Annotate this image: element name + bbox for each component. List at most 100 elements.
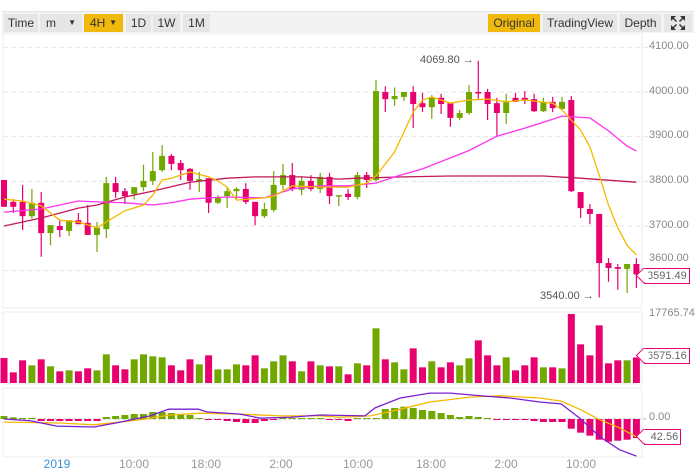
volume-bar (530, 357, 538, 383)
volume-bar (595, 325, 603, 383)
chart-toolbar: Time m ▼ 4H ▼ 1D 1W 1M Original TradingVie… (2, 11, 694, 33)
macd-histogram-bar (260, 419, 268, 422)
volume-bar (28, 365, 36, 383)
candle-body (335, 195, 342, 197)
macd-histogram-bar (251, 419, 259, 424)
interval-1m-button[interactable]: 1M (183, 14, 210, 32)
candle-body (298, 180, 305, 190)
candle-body (345, 193, 352, 197)
macd-histogram-bar (335, 419, 343, 420)
candle-body (447, 103, 454, 118)
volume-bar (84, 368, 92, 383)
candle-body (103, 183, 110, 230)
candle-body (177, 163, 184, 171)
price-tick-label: 3800.00 (649, 174, 689, 186)
view-depth-tab[interactable]: Depth (620, 14, 661, 32)
candle-body (586, 209, 593, 214)
view-original-tab[interactable]: Original (488, 14, 540, 32)
candle-body (131, 187, 138, 194)
macd-histogram-bar (270, 419, 278, 420)
low-annotation: 3540.00 → (540, 290, 594, 302)
price-tick-label: 4000.00 (649, 85, 689, 97)
macd-last-tag: -42.56 (644, 429, 682, 445)
view-tradingview-tab[interactable]: TradingView (543, 14, 617, 32)
interval-1d-button[interactable]: 1D (126, 14, 151, 32)
macd-histogram-bar (428, 411, 436, 419)
macd-histogram-bar (37, 419, 45, 422)
candle-body (577, 192, 584, 209)
candle-body (521, 97, 528, 101)
volume-bar (279, 355, 287, 383)
volume-bar (437, 367, 445, 383)
volume-bar (260, 368, 268, 383)
candle-body (19, 201, 26, 217)
volume-bar (493, 365, 501, 383)
volume-bar (474, 340, 482, 383)
candle-body (214, 196, 221, 203)
interval-1w-button[interactable]: 1W (153, 14, 180, 32)
interval-select-4h[interactable]: 4H ▼ (84, 14, 123, 32)
time-button[interactable]: Time (4, 14, 38, 32)
candle-body (159, 155, 166, 171)
fullscreen-button[interactable] (664, 14, 692, 32)
volume-bar (102, 354, 110, 383)
candle-body (624, 263, 631, 269)
minute-select-value: m (46, 16, 56, 30)
volume-bar (363, 365, 371, 383)
candle-body (84, 222, 91, 235)
x-tick-label: 2:00 (494, 457, 518, 471)
candle-body (280, 175, 286, 185)
last-price-tag: 3591.49 (644, 268, 690, 284)
price-panel (2, 33, 643, 309)
price-tick-label: 3600.00 (649, 252, 689, 264)
volume-bar (335, 366, 343, 383)
volume-bar (558, 368, 566, 383)
volume-bar (167, 365, 175, 383)
price-tick-label: 3900.00 (649, 129, 689, 141)
volume-bar (419, 367, 426, 383)
volume-bar (9, 372, 17, 383)
candle-body (317, 176, 324, 189)
candle-body (419, 103, 426, 108)
volume-bar (65, 370, 73, 383)
macd-histogram-bar (47, 419, 54, 422)
candle-body (400, 92, 407, 97)
macd-histogram-bar (456, 416, 464, 419)
x-tick-label: 10:00 (565, 457, 597, 471)
candle-body (614, 267, 621, 269)
macd-histogram-bar (316, 418, 324, 420)
macd-histogram-bar (446, 414, 454, 419)
volume-bar (632, 357, 640, 383)
volume-bar (446, 362, 454, 383)
high-value: 4069.80 (420, 54, 460, 66)
macd-histogram-bar (186, 414, 194, 419)
ma-long-line (3, 175, 637, 227)
macd-histogram-bar (223, 419, 231, 422)
macd-histogram-bar (167, 413, 175, 419)
macd-histogram-bar (102, 416, 110, 419)
price-tick-label: 3700.00 (649, 219, 689, 231)
volume-bar (456, 365, 464, 383)
macd-histogram-bar (372, 418, 380, 420)
candle-body (512, 97, 519, 102)
volume-bar (391, 362, 399, 383)
arrow-right-icon: → (462, 54, 474, 66)
candle-body (56, 226, 63, 231)
macd-histogram-bar (363, 418, 371, 420)
macd-histogram-bar (344, 419, 352, 422)
candle-body (633, 263, 640, 275)
candle-body (261, 209, 268, 217)
minute-select[interactable]: m ▼ (40, 14, 82, 32)
x-tick-label: 18:00 (415, 457, 447, 471)
macd-histogram-bar (437, 413, 445, 419)
macd-histogram-bar (298, 418, 306, 420)
macd-histogram-bar (242, 419, 250, 424)
macd-histogram-bar (549, 419, 557, 422)
volume-bar (623, 360, 631, 383)
candle-body (559, 101, 565, 109)
macd-histogram-bar (381, 409, 389, 419)
candle-body (1, 179, 7, 207)
candle-body (252, 201, 259, 217)
macd-histogram-bar (465, 416, 473, 419)
